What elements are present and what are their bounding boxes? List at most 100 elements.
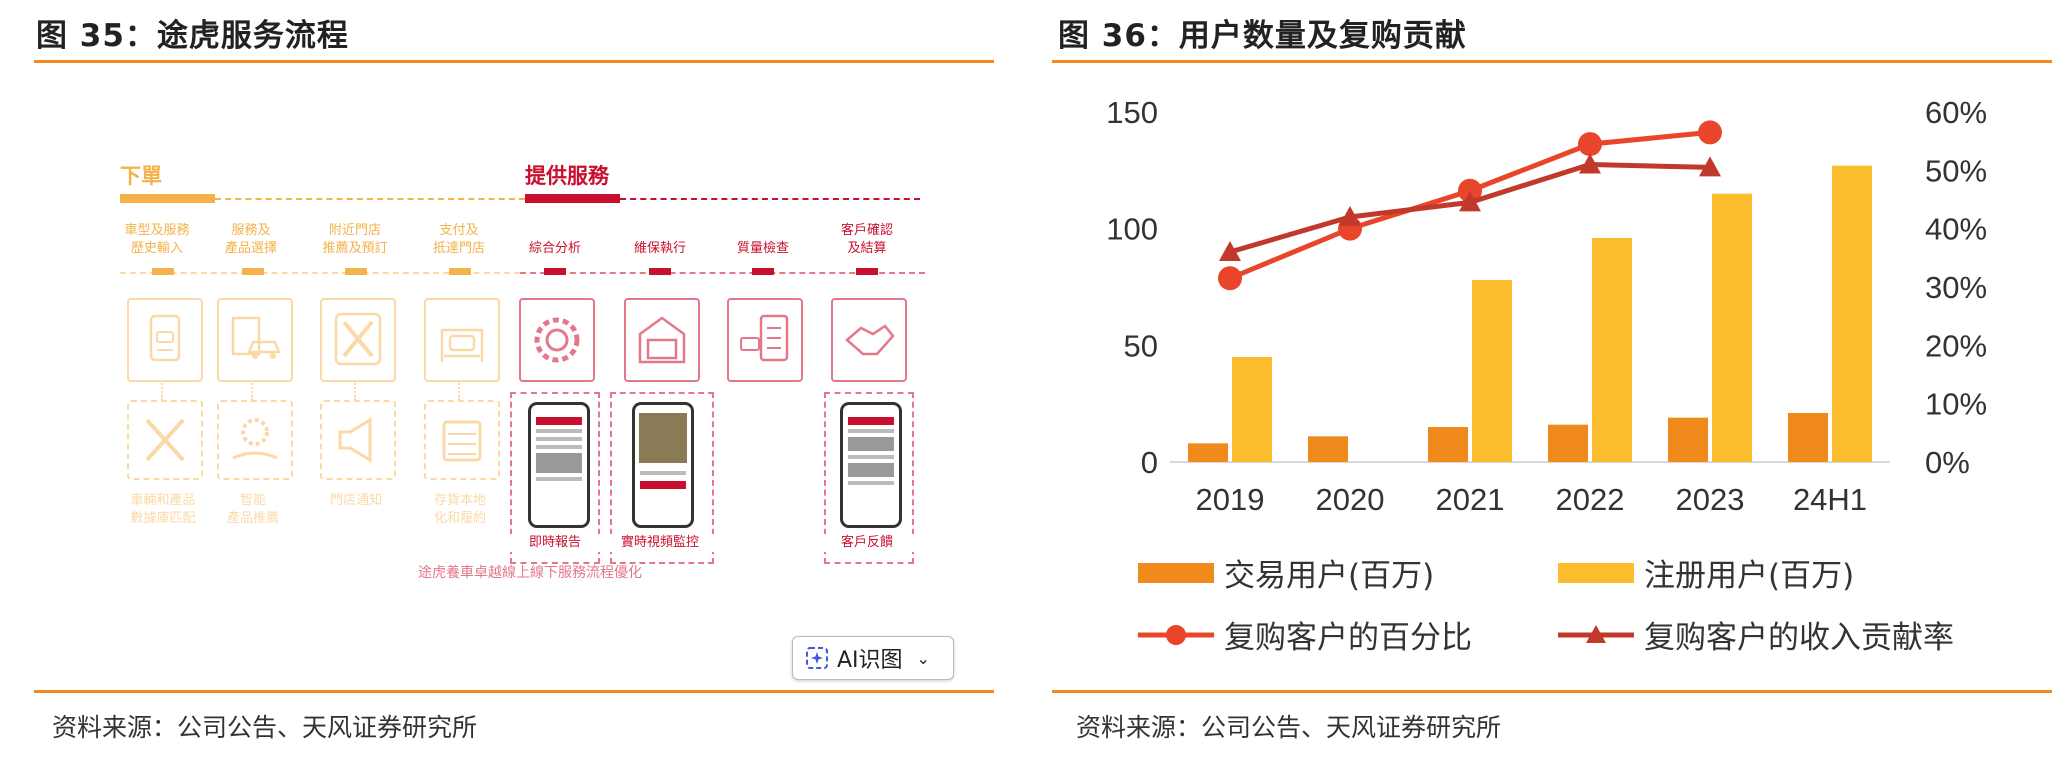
tools-icon [145,418,185,462]
ai-sparkle-icon [806,647,828,669]
point-repurchase-pct [1698,120,1722,145]
output-label-2: 智能 產品推薦 [226,493,279,526]
figure-35-panel: 图 35：途虎服务流程 下單 提供服務 車型及服務 歷史輸入 服務及 產品選擇 … [0,0,1010,758]
connector-3 [354,380,360,400]
section-order-bar [120,194,215,203]
output-box-2 [217,400,293,480]
bar-registered-users [1592,238,1632,462]
tick-2 [242,268,264,275]
legend-label: 交易用户(百万) [1224,558,1435,594]
step-box-5 [519,298,595,382]
bar-registered-users [1712,193,1752,462]
tick-3 [345,268,367,275]
y-left-tick-label: 100 [1106,212,1158,247]
service-dashline [620,198,920,200]
x-tick-label: 2019 [1196,482,1265,517]
ai-recognize-button[interactable]: AI识图 ⌄ [792,636,954,680]
bar-registered-users [1232,357,1272,462]
title-rule [1052,60,2052,63]
step-label-3: 附近門店 推薦及預訂 [322,223,388,256]
warehouse-icon [442,420,482,462]
gear-wrench-icon [534,317,580,363]
car-document-icon [149,314,181,362]
section-order-label: 下單 [120,164,162,188]
phone-icon [840,402,902,528]
output-frame-5 [510,392,600,564]
bar-transaction-users [1428,427,1468,462]
output-box-3 [320,400,396,480]
output-box-1 [127,400,203,480]
y-right-tick-label: 50% [1925,153,1987,188]
output-frame-8 [824,392,914,564]
y-right-tick-label: 20% [1925,328,1987,363]
figure-35-title: 图 35：途虎服务流程 [36,18,349,54]
step-box-2 [217,298,293,382]
point-repurchase-revenue [1339,206,1361,226]
section-service-label: 提供服務 [525,164,609,188]
connector-1 [161,380,167,400]
x-tick-label: 2022 [1556,482,1625,517]
output-label-1: 車輛和產品 數據庫匹配 [130,493,196,526]
y-right-tick-label: 30% [1925,270,1987,305]
legend-label: 复购客户的收入贡献率 [1644,620,1954,656]
timeline-order [120,272,520,274]
tick-8 [856,268,878,275]
output-label-4: 存貨本地 化和履約 [433,493,486,526]
y-right-tick-label: 10% [1925,387,1987,422]
output-box-4 [424,400,500,480]
figure-35-source: 资料来源：公司公告、天风证券研究所 [52,713,478,742]
tick-6 [649,268,671,275]
y-right-tick-label: 0% [1925,445,1970,480]
point-repurchase-pct [1578,132,1602,157]
bar-transaction-users [1788,413,1828,462]
legend-swatch [1138,562,1214,583]
legend-item-transaction-users: 交易用户(百万) [1138,550,1434,595]
tick-1 [152,268,174,275]
point-repurchase-pct [1458,178,1482,203]
point-repurchase-revenue [1579,153,1601,174]
order-dashline [215,198,525,200]
x-tick-label: 2020 [1316,482,1385,517]
step-box-7 [727,298,803,382]
x-tick-label: 24H1 [1793,482,1867,517]
garage-icon [638,316,686,364]
service-flow-diagram: 下單 提供服務 車型及服務 歷史輸入 服務及 產品選擇 附近門店 推薦及預訂 支… [100,150,930,610]
y-right-tick-label: 60% [1925,95,1987,130]
car-clipboard-icon [740,314,789,362]
bar-transaction-users [1668,417,1708,462]
legend-item-repurchase-revenue: 复购客户的收入贡献率 [1558,612,1954,657]
timeline-service [520,272,925,274]
step-label-7: 質量檢查 [736,241,789,256]
phone-icon [632,402,694,528]
point-repurchase-pct [1218,266,1242,291]
bar-transaction-users [1188,443,1228,462]
legend-swatch [1558,562,1634,583]
bar-transaction-users [1308,436,1348,462]
source-rule [1052,690,2052,693]
step-box-4 [424,298,500,382]
step-box-8 [831,298,907,382]
tick-4 [449,268,471,275]
legend-item-registered-users: 注册用户(百万) [1558,550,1854,595]
step-box-3 [320,298,396,382]
step-label-5: 綜合分析 [528,241,581,256]
wrench-screwdriver-icon [334,312,382,366]
step-label-4: 支付及 抵達門店 [432,223,485,256]
legend-label: 复购客户的百分比 [1224,620,1472,656]
gear-hand-icon [232,418,278,460]
car-lift-icon [440,328,484,362]
source-rule [34,690,994,693]
y-left-tick-label: 50 [1124,328,1158,363]
bar-registered-users [1472,280,1512,462]
step-label-6: 維保執行 [633,241,686,256]
bar-registered-users [1832,165,1872,462]
chevron-down-icon: ⌄ [916,648,930,668]
step-box-6 [624,298,700,382]
point-repurchase-revenue [1219,241,1241,261]
tick-5 [544,268,566,275]
phone-icon [528,402,590,528]
figure-36-panel: 图 36：用户数量及复购贡献 0 50 100 150 0% 10% 20% 30% 40% 50… [1040,0,2060,758]
output-frame-6 [610,392,714,564]
output-label-5: 即時報告 [500,534,610,552]
diagram-caption: 途虎養車卓越線上線下服務流程優化 [418,565,642,581]
